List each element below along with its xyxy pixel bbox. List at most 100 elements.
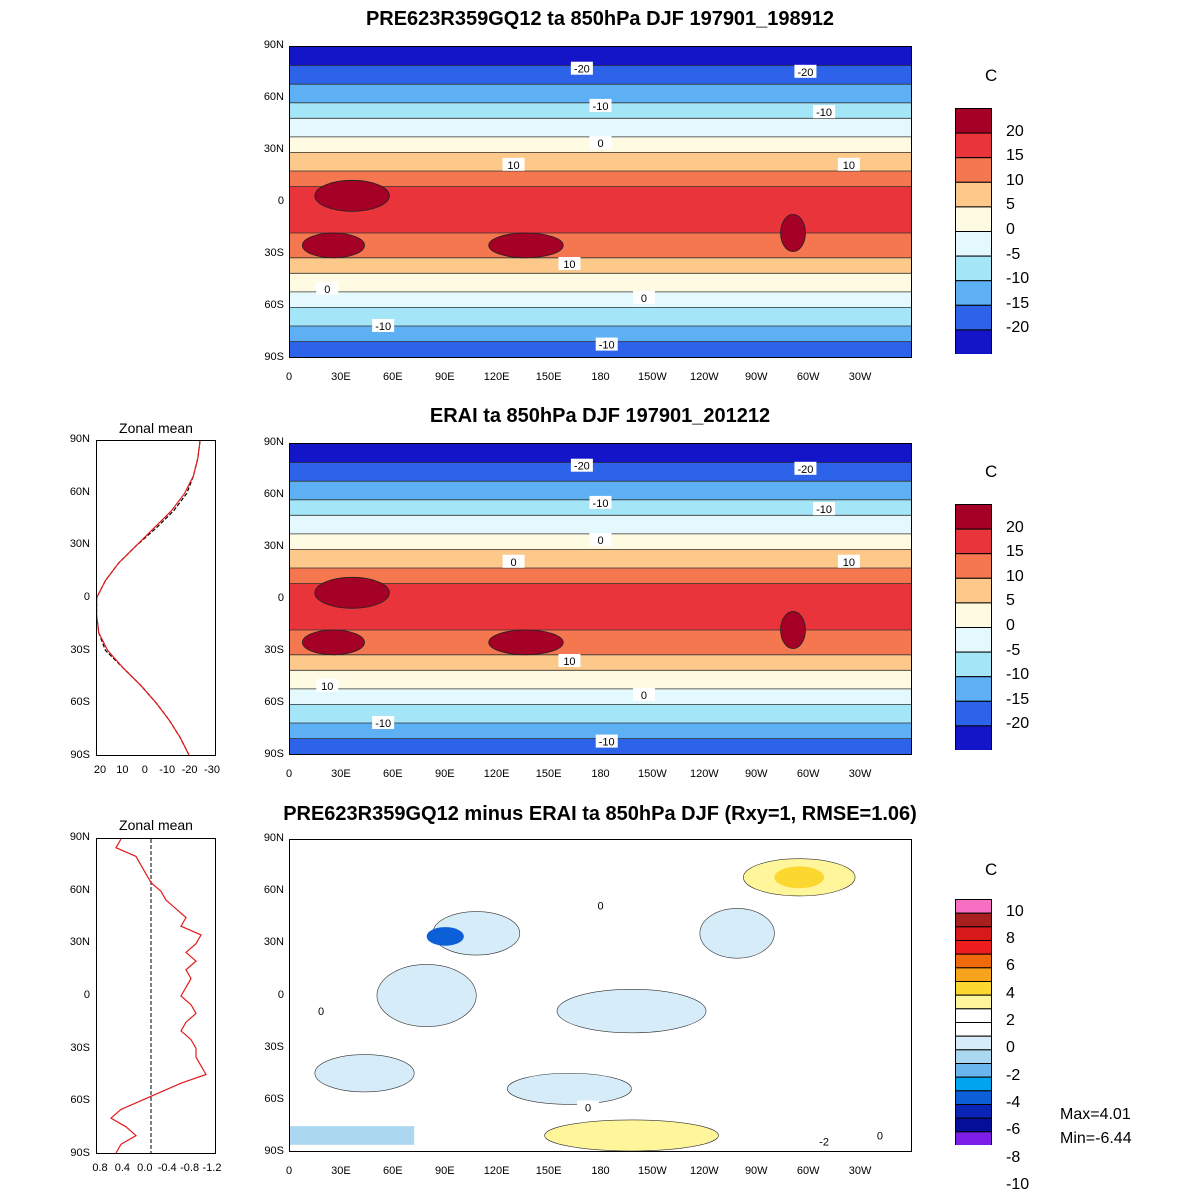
- colorbar-tick-label: 0: [1006, 221, 1015, 238]
- negative-difference-region: [507, 1072, 632, 1105]
- temperature-band: [290, 307, 911, 327]
- colorbar-tick-label: 4: [1006, 984, 1015, 1002]
- contour-label: -2: [813, 1134, 836, 1149]
- lon-tick-label: 30E: [331, 768, 351, 780]
- contour-label: -10: [813, 105, 836, 119]
- lon-tick-label: 90E: [434, 768, 455, 780]
- svg-text:-20: -20: [574, 64, 590, 76]
- lat-tick-label: 90N: [69, 831, 90, 843]
- lat-tick-label: 90S: [264, 351, 284, 363]
- lat-tick-label: 30N: [69, 936, 90, 949]
- lon-tick-label: 150W: [638, 768, 667, 780]
- svg-text:0: 0: [877, 1130, 883, 1142]
- colorbar-tick-label: 6: [1006, 957, 1015, 975]
- colorbar-tick-label: -20: [1006, 715, 1030, 733]
- colorbar-box: [955, 553, 992, 579]
- lat-tick-label: 30S: [70, 643, 90, 656]
- temperature-band: [290, 326, 911, 343]
- stats-max: Max=4.01: [1060, 1106, 1131, 1123]
- temperature-band: [290, 583, 911, 631]
- contour-label: 0: [577, 1100, 600, 1114]
- svg-text:-10: -10: [816, 107, 832, 119]
- lat-tick-label: 90N: [69, 433, 90, 445]
- lon-tick-label: 60E: [383, 371, 403, 383]
- lon-tick-label: 120E: [483, 768, 510, 780]
- contour-label: 10: [558, 257, 581, 271]
- lat-tick-label: 60N: [263, 884, 284, 897]
- lat-tick-label: 30N: [263, 143, 284, 155]
- svg-text:10: 10: [843, 557, 855, 569]
- contour-label: -10: [595, 337, 618, 352]
- svg-text:10: 10: [321, 681, 333, 693]
- svg-text:-10: -10: [593, 101, 609, 113]
- svg-text:-10: -10: [599, 737, 615, 749]
- warm-region: [488, 232, 564, 259]
- map-obs: -20 -20 -10 -10 0 0 10 10 10 0 -10 -10: [289, 443, 912, 755]
- colorbar-box: [955, 676, 992, 702]
- lat-tick-label: 60S: [264, 299, 284, 311]
- colorbar-tick-label: 20: [1006, 122, 1024, 140]
- negative-difference-region: [290, 1126, 415, 1145]
- colorbar-tick-label: 15: [1006, 147, 1024, 165]
- colorbar-boxes: [955, 899, 992, 1145]
- colorbar-tick-label: 20: [1006, 518, 1024, 536]
- colorbar-tick-label: 0: [1006, 1039, 1015, 1057]
- colorbar-boxes: [955, 108, 992, 354]
- colorbar-box: [955, 304, 992, 331]
- colorbar-box: [955, 1008, 992, 1024]
- map-diff-field: 0 0 0 0 -2: [290, 840, 911, 1151]
- lon-tick-label: 150E: [535, 1165, 562, 1177]
- zonal-mean-series-line: [97, 441, 201, 755]
- stats-min: Min=-6.44: [1060, 1130, 1132, 1147]
- contour-label: 0: [868, 1128, 891, 1142]
- colorbar-box: [955, 953, 992, 969]
- svg-text:-10: -10: [816, 504, 832, 516]
- positive-difference-region: [544, 1119, 719, 1151]
- contour-label: 10: [558, 654, 581, 668]
- colorbar-box: [955, 602, 992, 629]
- svg-text:-10: -10: [599, 340, 615, 352]
- contour-label: -20: [570, 458, 593, 473]
- lat-tick-label: 90S: [70, 1147, 90, 1159]
- colorbar-tick-label: 10: [1006, 902, 1024, 920]
- colorbar-box: [955, 994, 992, 1010]
- lat-tick-label: 30N: [69, 538, 90, 551]
- colorbar-box: [955, 181, 992, 208]
- zonal-mean-x-tick-label: 10: [116, 764, 129, 776]
- contour-label: 0: [502, 554, 525, 569]
- lon-tick-label: 120W: [689, 768, 719, 780]
- colorbar-tick-label: -5: [1006, 641, 1021, 659]
- svg-text:10: 10: [843, 160, 855, 172]
- colorbar-tick-label: -5: [1006, 245, 1021, 263]
- colorbar-unit-model: C: [985, 66, 998, 85]
- temperature-band: [290, 257, 911, 275]
- contour-label: -10: [813, 502, 836, 516]
- contour-label: 10: [502, 157, 525, 172]
- colorbar-box: [955, 206, 992, 233]
- temperature-band: [290, 630, 911, 656]
- lon-tick-label: 180: [591, 1165, 610, 1177]
- lon-tick-label: 90W: [744, 768, 768, 780]
- contour-label: -10: [589, 495, 612, 510]
- svg-text:0: 0: [585, 1102, 591, 1114]
- lon-tick-label: 120E: [483, 1165, 510, 1177]
- zonal-mean-x-tick-label: -0.4: [157, 1162, 177, 1174]
- contour-label: 0: [316, 281, 339, 296]
- temperature-band: [290, 654, 911, 672]
- lat-tick-label: 30N: [263, 540, 284, 552]
- colorbar-tick-label: 10: [1006, 171, 1024, 189]
- warm-region: [314, 576, 390, 609]
- contour-label: -10: [372, 319, 395, 333]
- svg-text:-20: -20: [574, 461, 590, 473]
- colorbar-box: [955, 255, 992, 282]
- colorbar-box: [955, 1035, 992, 1051]
- colorbar-box: [955, 1022, 992, 1037]
- lon-tick-label: 30W: [848, 371, 872, 383]
- warm-region: [780, 610, 806, 649]
- colorbar-tick-label: -10: [1006, 270, 1030, 288]
- lon-tick-label: 90W: [744, 371, 768, 383]
- colorbar-box: [955, 1076, 992, 1092]
- colorbar-box: [955, 1090, 992, 1105]
- colorbar-box: [955, 577, 992, 604]
- lat-tick-label: 90N: [263, 39, 284, 51]
